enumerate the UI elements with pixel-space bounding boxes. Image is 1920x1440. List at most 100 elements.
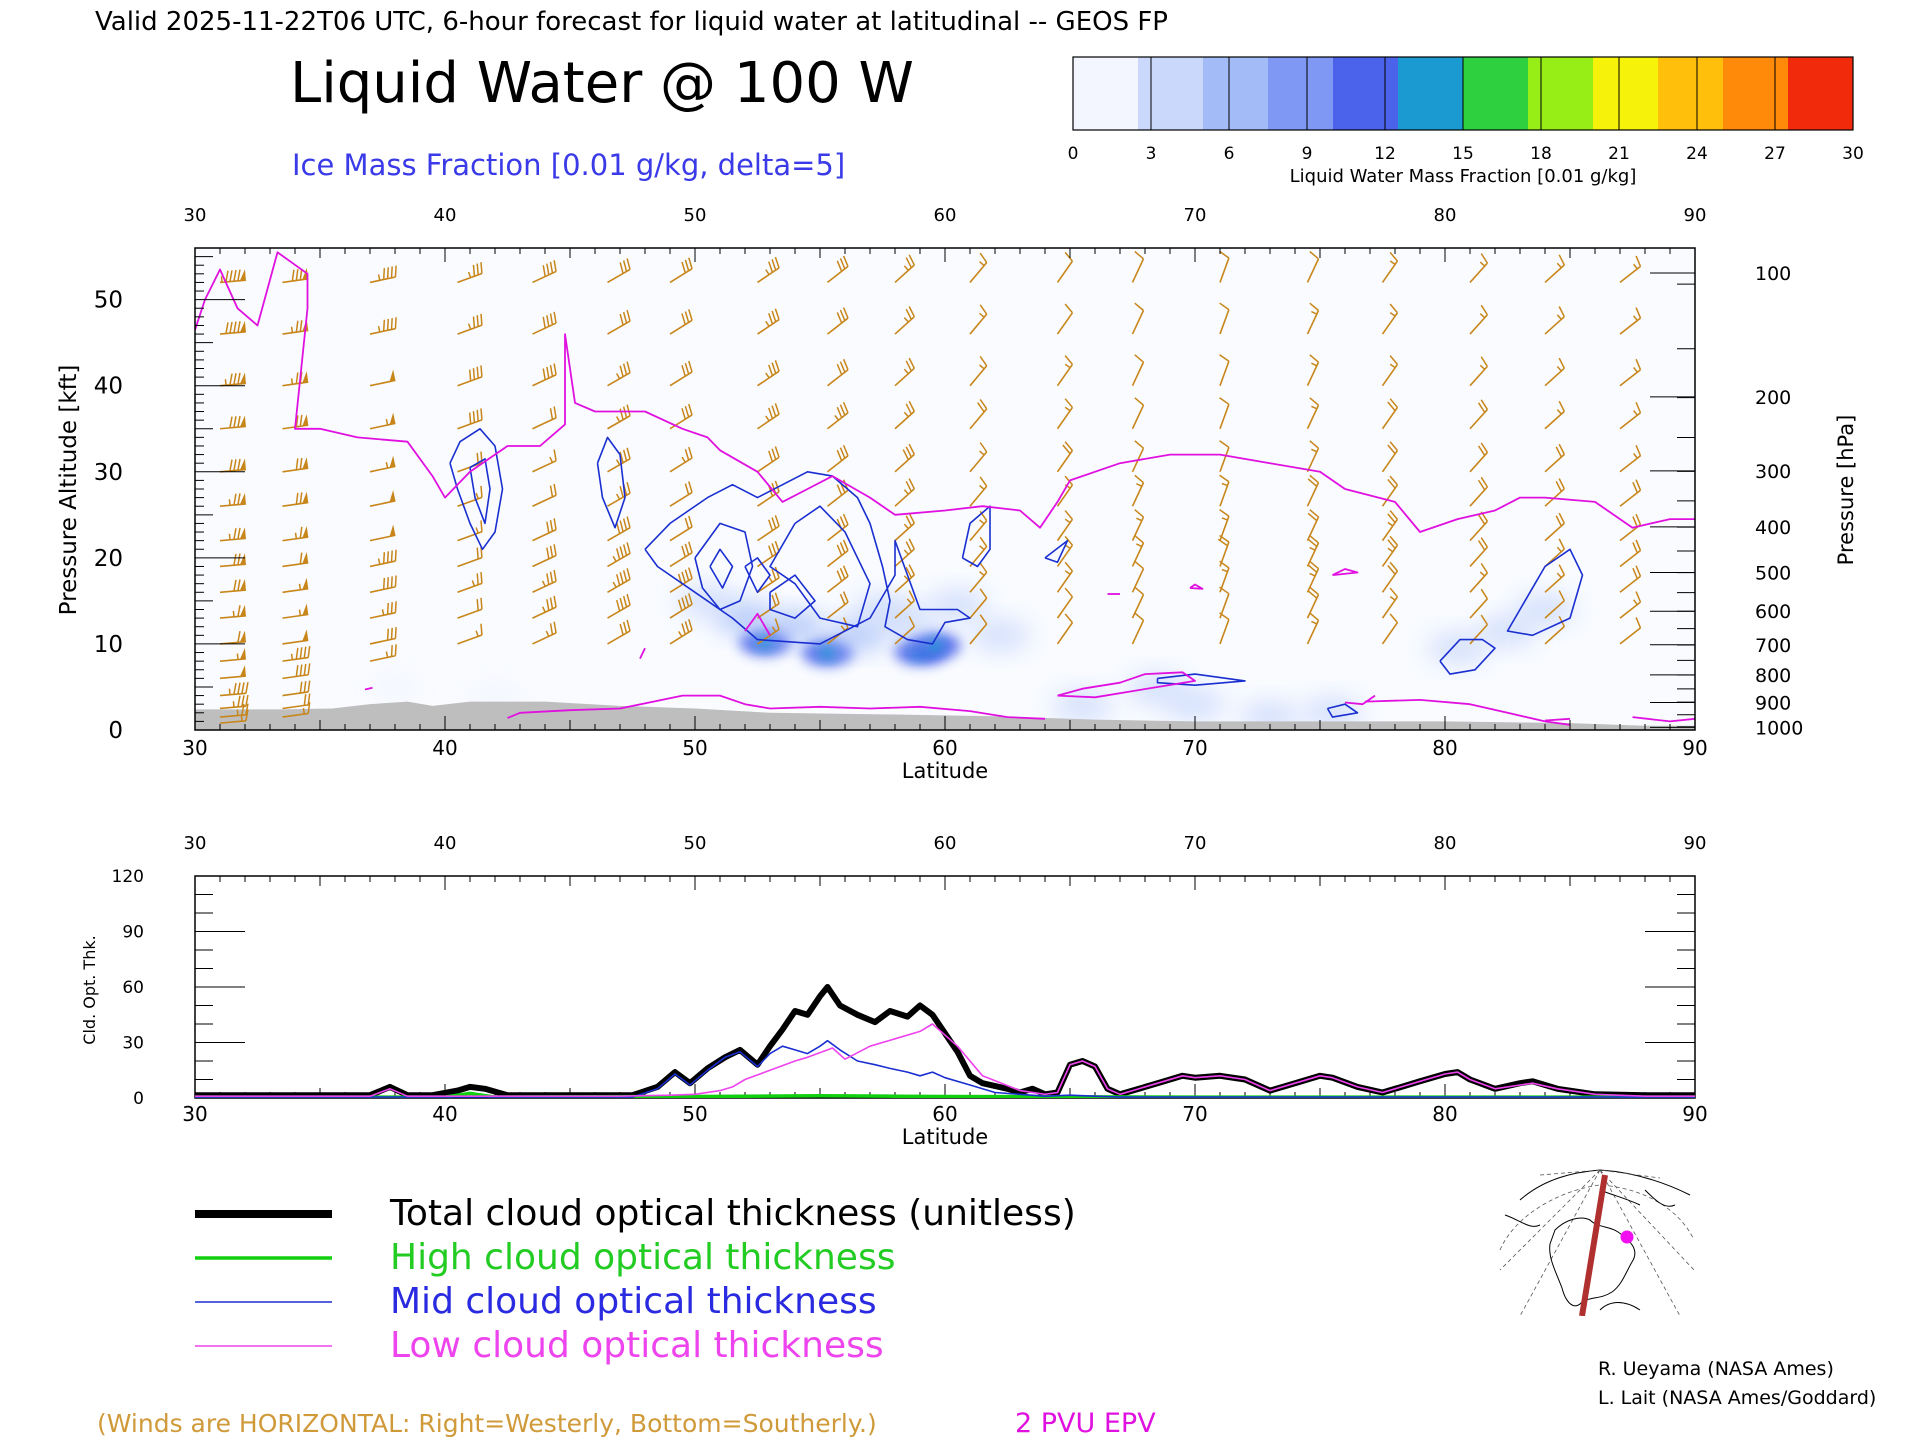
legend: Total cloud optical thickness (unitless)… [195, 1193, 1076, 1366]
wind-barb [1306, 534, 1320, 567]
colorbar-tick-label: 30 [1842, 144, 1864, 164]
wind-barb [669, 593, 693, 619]
wind-barb [669, 403, 693, 430]
wind-barb [827, 358, 849, 387]
wind-barb [532, 595, 557, 619]
colorbar-label: Liquid Water Mass Fraction [0.01 g/kg] [1290, 166, 1637, 187]
wind-barb [1469, 476, 1489, 507]
wind-barb [219, 604, 246, 619]
wind-barb [369, 601, 397, 619]
wind-barb [282, 663, 311, 680]
wind-barb [1131, 302, 1145, 335]
wind-barb [532, 406, 557, 430]
wind-barb [969, 442, 988, 473]
liquid-water-cell [365, 670, 425, 703]
ice-contour [1506, 548, 1584, 637]
wind-barb [607, 568, 631, 593]
y-tick-label: 30 [122, 1034, 144, 1054]
wind-barb [457, 408, 483, 430]
ice-contour [769, 574, 816, 619]
wind-barb [457, 313, 483, 335]
wind-barb [1056, 475, 1074, 507]
wind-barb [532, 311, 557, 335]
wind-barb [1306, 354, 1320, 387]
pressure-tick-label: 600 [1755, 601, 1791, 623]
y-tick-label: 0 [108, 718, 123, 744]
x-top-tick-label: 80 [1434, 833, 1457, 854]
liquid-water-cell [970, 619, 1030, 652]
x-top-tick-label: 70 [1184, 833, 1207, 854]
wind-barb [1219, 397, 1230, 430]
ice-contour [694, 522, 754, 611]
x-tick-label: 70 [1182, 1102, 1207, 1126]
wind-barb [1381, 355, 1399, 387]
epv-low-line [1332, 568, 1359, 576]
wind-barb [1381, 561, 1399, 593]
series-mid-line [195, 1039, 1695, 1098]
wind-barb [607, 309, 631, 335]
wind-barb [1131, 354, 1145, 387]
wind-barb [669, 541, 693, 568]
wind-barb [1056, 355, 1074, 387]
liquid-water-cell [927, 589, 988, 622]
wind-barb [757, 403, 780, 430]
colorbar: 0 3 6 9 12 15 18 21 24 27 30 [1068, 56, 1864, 164]
wind-barb [827, 307, 849, 335]
wind-barb [282, 702, 311, 718]
wind-barb [1381, 303, 1399, 335]
pressure-tick-label: 1000 [1755, 717, 1803, 739]
wind-barb [1469, 562, 1489, 593]
colorbar-swatch [1073, 57, 1139, 130]
wind-barb [219, 320, 246, 335]
wind-barb [894, 357, 915, 387]
wind-barb [607, 361, 631, 387]
colorbar-swatch [1333, 57, 1399, 130]
wind-barb [1619, 479, 1642, 507]
wind-barb [757, 360, 780, 387]
wind-barb [532, 363, 557, 387]
wind-barb [757, 592, 780, 619]
wind-barb [607, 258, 631, 284]
y-tick-label: 50 [94, 288, 123, 314]
wind-barb [1469, 253, 1489, 283]
legend-label-high: High cloud optical thickness [390, 1237, 895, 1278]
x-top-tick-label: 40 [434, 205, 457, 226]
wind-barb [1381, 251, 1399, 283]
ice-contour [1439, 638, 1496, 675]
wind-barb [827, 591, 849, 619]
page-title: Liquid Water @ 100 W [290, 51, 914, 116]
wind-barb [219, 553, 246, 568]
wind-barb [894, 564, 915, 593]
wind-barb [369, 575, 397, 594]
colorbar-frame [1072, 56, 1854, 131]
wind-barb [894, 512, 915, 542]
liquid-water-cell [1427, 632, 1488, 665]
wind-barb [532, 518, 557, 542]
liquid-water-cell [765, 610, 825, 643]
wind-barb [1619, 255, 1642, 284]
wind-barb [1469, 442, 1489, 473]
x-tick-label: 70 [1182, 736, 1207, 760]
wind-barb [532, 449, 557, 473]
colorbar-swatch [1528, 57, 1594, 130]
wind-barb [457, 365, 483, 387]
epv-low-line [1344, 694, 1376, 706]
wind-barb [607, 516, 631, 542]
wind-barb [669, 481, 693, 507]
wind-barb [1306, 586, 1320, 619]
wind-barb [1056, 510, 1074, 542]
x-top-tick-label: 50 [684, 833, 707, 854]
wind-barb [827, 255, 849, 284]
bottom-ylabel: Cld. Opt. Thk. [80, 935, 99, 1044]
wind-barb [1619, 617, 1642, 645]
ice-contour [744, 557, 771, 594]
wind-barb [827, 565, 849, 593]
wind-barb [827, 444, 849, 473]
x-top-tick-label: 90 [1684, 205, 1707, 226]
wind-barb [1544, 254, 1565, 284]
epv-line [195, 251, 1695, 533]
wind-barb [1469, 304, 1489, 335]
wind-barb [1056, 303, 1074, 335]
colorbar-tick-label: 18 [1530, 144, 1552, 164]
